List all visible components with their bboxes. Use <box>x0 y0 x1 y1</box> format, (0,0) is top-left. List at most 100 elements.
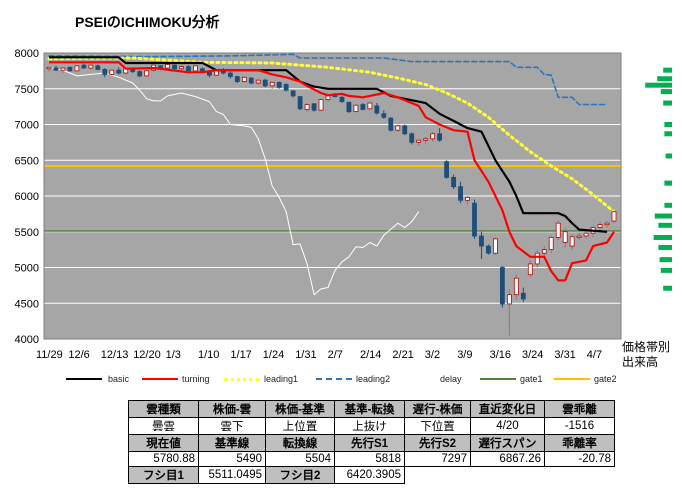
candle-body <box>611 211 617 222</box>
candle-body <box>186 66 191 72</box>
y-tick-label: 7500 <box>15 84 39 96</box>
candle-body <box>437 133 443 141</box>
candle-body <box>269 81 275 87</box>
candle-body <box>555 222 561 238</box>
legend-gate2-swatch <box>554 378 590 380</box>
y-tick-label: 6500 <box>15 155 39 167</box>
chart-legend: basic turning leading1 leading2 delay ga… <box>60 372 620 388</box>
candle-body <box>416 139 422 143</box>
y-tick-label: 5500 <box>15 227 39 239</box>
candle-body <box>109 69 115 75</box>
candle-body <box>388 117 394 131</box>
candle-body <box>144 70 150 77</box>
y-tick-label: 7000 <box>15 120 39 132</box>
volume-bar <box>645 82 672 88</box>
candle-body <box>339 96 345 103</box>
x-tick-label: 3/9 <box>457 349 472 361</box>
volume-bar <box>664 131 672 137</box>
legend-delay-label: delay <box>440 374 462 384</box>
candle-body <box>165 64 170 69</box>
candle-body <box>458 186 463 201</box>
x-tick-label: 2/21 <box>392 349 413 361</box>
candle-body <box>95 65 101 70</box>
candle-body <box>311 103 317 111</box>
volume-bar <box>663 285 672 291</box>
candle-body <box>597 224 603 228</box>
candle-body <box>541 249 547 254</box>
y-tick-label: 4000 <box>15 334 39 346</box>
volume-bar <box>663 67 672 73</box>
legend-gate1-label: gate1 <box>520 374 543 384</box>
cell-leading-span2: 7297 <box>404 451 471 467</box>
candle-body <box>465 197 470 201</box>
candle-body <box>227 72 233 77</box>
candle-body <box>499 267 505 305</box>
header-price-vs-base: 株価-基準 <box>265 400 335 418</box>
candle-body <box>409 133 415 143</box>
candle-body <box>67 66 73 72</box>
volume-bar <box>664 180 672 186</box>
legend-leading1-label: leading1 <box>264 374 299 384</box>
header-current-price: 現在値 <box>128 434 199 452</box>
volume-bar <box>663 100 672 106</box>
candle-body <box>304 104 310 110</box>
candle-body <box>486 245 491 254</box>
y-tick-label: 5000 <box>15 263 39 275</box>
header-base-line: 基準線 <box>198 434 266 452</box>
candle-body <box>395 125 401 131</box>
cell-leading-span1: 5818 <box>334 451 405 467</box>
header-leading-span1: 先行S1 <box>334 434 405 452</box>
cell-last-change-date: 4/20 <box>470 417 545 435</box>
y-tick-label: 6000 <box>15 191 39 203</box>
x-tick-label: 4/7 <box>587 349 602 361</box>
candle-body <box>353 104 359 113</box>
ichimoku-summary-table: 雲種類 株価-雲 株価-基準 基準-転換 遅行-株価 直近変化日 雲乖離 曇雲 … <box>128 400 615 484</box>
candle-body <box>290 90 296 97</box>
candle-body <box>241 76 247 82</box>
candle-body <box>172 64 177 70</box>
x-tick-label: 12/20 <box>133 349 161 361</box>
legend-basic-label: basic <box>108 374 130 384</box>
cell-turning-line: 5504 <box>265 451 335 467</box>
header-lagging-vs-price: 遅行-株価 <box>404 400 471 418</box>
volume-bar <box>659 257 672 263</box>
candle-body <box>444 161 449 178</box>
legend-turning-swatch <box>142 378 178 380</box>
legend-leading2-swatch <box>316 378 352 380</box>
candle-body <box>451 177 456 188</box>
header-lagging-span: 遅行スパン <box>470 434 545 452</box>
candle-body <box>360 104 366 110</box>
candle-body <box>604 222 610 226</box>
legend-leading2-label: leading2 <box>356 374 391 384</box>
x-tick-label: 3/24 <box>522 349 543 361</box>
header-fushime2: フシ目2 <box>265 466 335 484</box>
header-turning-line: 転換線 <box>265 434 335 452</box>
x-tick-label: 12/6 <box>68 349 89 361</box>
legend-delay-swatch <box>400 378 436 380</box>
x-tick-label: 11/29 <box>36 349 63 361</box>
table-row: フシ目1 5511.0495 フシ目2 6420.3905 <box>128 466 615 484</box>
volume-label-line2: 出来高 <box>622 355 659 369</box>
legend-leading1-swatch <box>224 378 260 381</box>
x-tick-label: 2/7 <box>328 349 343 361</box>
candle-body <box>520 292 526 300</box>
plot-border <box>43 52 622 340</box>
candle-body <box>562 231 568 243</box>
candle-body <box>318 99 324 111</box>
cell-base-vs-turning: 上抜け <box>334 417 405 435</box>
candle-body <box>179 66 184 70</box>
candle-body <box>46 66 52 70</box>
cell-base-line: 5490 <box>198 451 266 467</box>
candle-body <box>276 81 282 88</box>
cell-cloud-gap: -1516 <box>544 417 615 435</box>
cell-fushime2: 6420.3905 <box>334 466 405 484</box>
x-tick-label: 3/16 <box>490 349 511 361</box>
legend-basic-swatch <box>66 378 102 380</box>
volume-bar <box>665 153 672 159</box>
candle-body <box>527 263 533 276</box>
table-row: 雲種類 株価-雲 株価-基準 基準-転換 遅行-株価 直近変化日 雲乖離 <box>128 400 615 418</box>
x-tick-label: 3/31 <box>554 349 575 361</box>
volume-bar <box>664 202 672 208</box>
candle-body <box>402 125 408 135</box>
candle-body <box>283 84 289 91</box>
